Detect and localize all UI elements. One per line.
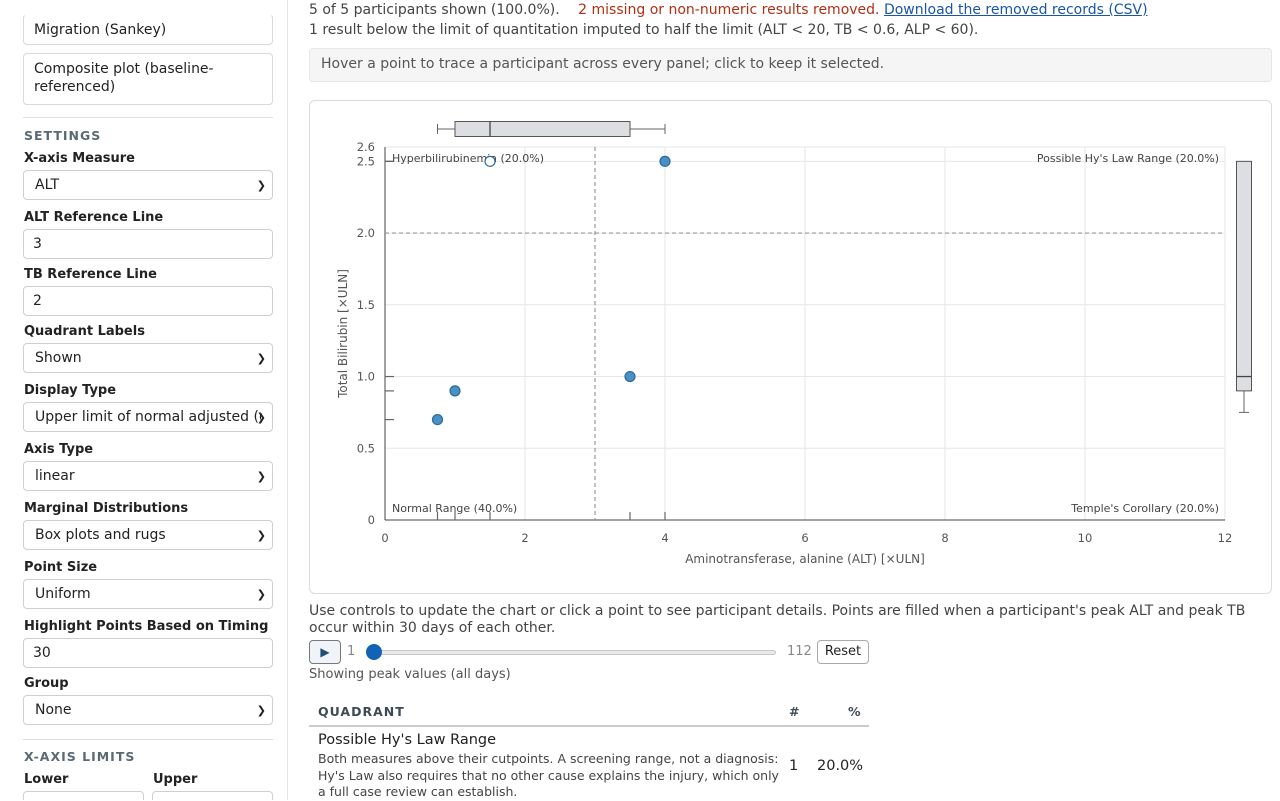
timeline-min-label: 1: [347, 644, 356, 659]
sidebar-divider: [23, 117, 273, 118]
table-header-rule: [309, 725, 869, 727]
chart-help-text: Use controls to update the chart or clic…: [309, 603, 1246, 636]
marginal-distributions-label: Marginal Distributions: [24, 501, 189, 516]
status-line: 5 of 5 participants shown (100.0%). 2 mi…: [309, 2, 1148, 18]
upper-limit-input[interactable]: [152, 791, 273, 800]
y-tick-label: 2.5: [357, 154, 375, 168]
quadrant-labels-label: Quadrant Labels: [24, 324, 145, 339]
tb-reference-line-label: TB Reference Line: [24, 267, 157, 282]
highlight-timing-input[interactable]: 30: [23, 638, 273, 668]
edish-scatter-chart[interactable]: 0 2 4 6 8 10 12 0 0.5 1.0 1.5 2.0 2.52.6 Aminotransfe…: [310, 101, 1273, 595]
point-size-label: Point Size: [24, 560, 98, 575]
reset-button[interactable]: Reset: [817, 640, 869, 664]
alt-reference-line-label: ALT Reference Line: [24, 210, 164, 225]
chart-panel: 0 2 4 6 8 10 12 0 0.5 1.0 1.5 2.0 2.5 2.6 Aminotransfe…: [309, 100, 1272, 594]
group-select[interactable]: None ❯: [23, 695, 273, 725]
data-point[interactable]: [659, 155, 671, 167]
x-box-body: [454, 121, 631, 137]
y-tick-label: 0: [368, 513, 375, 527]
y-box-body: [1236, 160, 1252, 392]
chevron-down-icon: ❯: [256, 411, 266, 424]
chevron-down-icon: ❯: [256, 179, 266, 192]
marginal-distributions-select[interactable]: Box plots and rugs ❯: [23, 520, 273, 550]
timeline-max-label: 112: [787, 644, 812, 659]
y-tick-label: 1.0: [357, 370, 375, 384]
chevron-down-icon: ❯: [256, 529, 266, 542]
x-tick-label: 10: [1078, 531, 1093, 545]
quadrant-description: Both measures above their cutpoints. A s…: [318, 751, 779, 799]
data-point[interactable]: [624, 370, 636, 383]
play-button[interactable]: ▶: [309, 640, 341, 664]
display-type-select[interactable]: Upper limit of normal adjusted (eDISH)❯: [23, 402, 273, 432]
chevron-down-icon: ❯: [256, 704, 266, 717]
day-slider-thumb[interactable]: [366, 644, 382, 660]
axis-type-select[interactable]: linear ❯: [23, 461, 273, 491]
chevron-down-icon: ❯: [256, 352, 266, 365]
tb-reference-line-input[interactable]: 2: [23, 286, 273, 316]
timeline-status: Showing peak values (all days): [309, 667, 511, 682]
x-tick-label: 0: [381, 531, 388, 545]
quadrant-labels-select[interactable]: Shown ❯: [23, 343, 273, 373]
lower-limit-label: Lower: [24, 772, 69, 787]
quadrant-label-hyperbilirubinemia: Hyperbilirubinemia (20.0%): [392, 152, 544, 165]
chevron-down-icon: ❯: [256, 588, 266, 601]
quadrant-label-temples-corollary: Temple's Corollary (20.0%): [1070, 502, 1219, 515]
x-tick-label: 8: [941, 531, 948, 545]
participants-shown-text: 5 of 5 participants shown (100.0%).: [309, 2, 560, 18]
x-axis-measure-label: X-axis Measure: [24, 151, 135, 166]
data-point[interactable]: [449, 385, 461, 397]
nav-item-migration-sankey[interactable]: Migration (Sankey): [23, 14, 273, 45]
upper-limit-label: Upper: [153, 772, 198, 787]
data-point[interactable]: [431, 413, 444, 426]
y-axis-title: Total Bilirubin [×ULN]: [336, 269, 350, 399]
settings-heading: SETTINGS: [24, 128, 102, 143]
point-size-select[interactable]: Uniform ❯: [23, 579, 273, 609]
day-slider-track[interactable]: [374, 650, 776, 655]
quadrant-percent: 20.0%: [817, 758, 864, 774]
alt-reference-line-input[interactable]: 3: [23, 229, 273, 259]
x-tick-label: 6: [801, 531, 808, 545]
x-tick-label: 2: [521, 531, 528, 545]
header-count: #: [789, 704, 801, 719]
lower-limit-input[interactable]: [23, 791, 144, 800]
quadrant-label-hys-law: Possible Hy's Law Range (20.0%): [1037, 152, 1219, 165]
x-tick-label: 4: [661, 531, 668, 545]
x-axis-limits-heading: X-AXIS LIMITS: [24, 749, 136, 764]
sidebar-divider: [23, 739, 273, 740]
x-axis-measure-select[interactable]: ALT ❯: [23, 170, 273, 200]
quadrant-count: 1: [789, 758, 799, 774]
data-point-open[interactable]: [484, 155, 496, 167]
y-tick-label: 2.6: [357, 140, 375, 154]
display-type-label: Display Type: [24, 383, 117, 398]
imputation-note: 1 result below the limit of quantitation…: [309, 22, 979, 38]
header-quadrant: QUADRANT: [318, 704, 405, 719]
chevron-down-icon: ❯: [256, 470, 266, 483]
group-label: Group: [24, 676, 69, 691]
hover-hint: Hover a point to trace a participant acr…: [309, 48, 1272, 82]
x-axis-title: Aminotransferase, alanine (ALT) [×ULN]: [685, 552, 925, 566]
download-removed-link[interactable]: Download the removed records (CSV): [883, 2, 1148, 18]
y-tick-label: 1.5: [357, 298, 375, 312]
highlight-timing-label: Highlight Points Based on Timing: [24, 619, 269, 634]
header-percent: %: [848, 704, 862, 719]
y-tick-label: 0.5: [357, 441, 375, 455]
nav-item-composite-plot[interactable]: Composite plot (baseline-referenced): [23, 53, 273, 105]
sidebar: Migration (Sankey) Composite plot (basel…: [8, 0, 288, 800]
axis-type-label: Axis Type: [24, 442, 94, 457]
quadrant-name: Possible Hy's Law Range: [318, 732, 497, 748]
removed-records-text: 2 missing or non-numeric results removed…: [578, 2, 880, 18]
x-tick-label: 12: [1218, 531, 1233, 545]
quadrant-label-normal: Normal Range (40.0%): [392, 502, 517, 515]
y-tick-label: 2.0: [357, 226, 375, 240]
